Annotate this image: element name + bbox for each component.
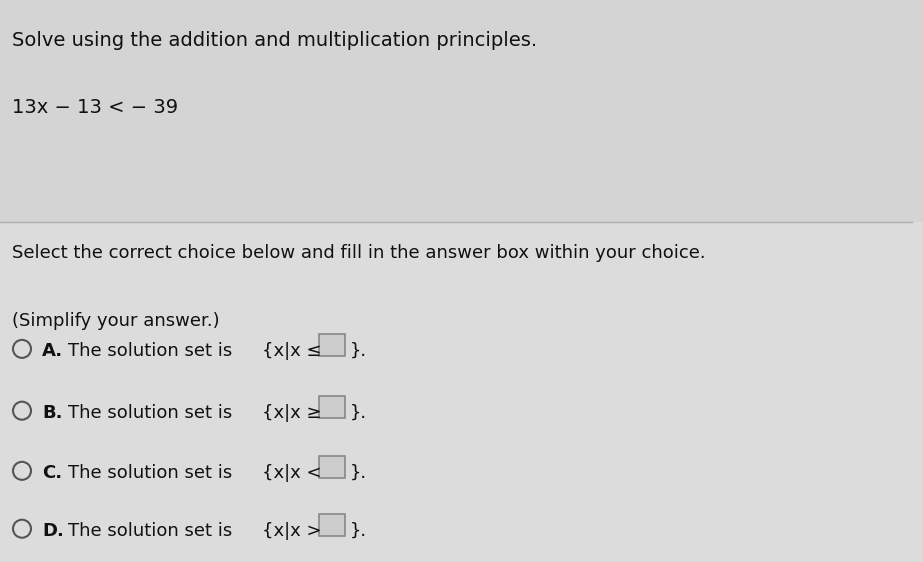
Bar [0,0,923,222]
Text: {x|x ≤: {x|x ≤ [262,342,321,360]
Text: Solve using the addition and multiplication principles.: Solve using the addition and multiplicat… [12,31,537,50]
Text: The solution set is: The solution set is [68,522,238,540]
Text: (Simplify your answer.): (Simplify your answer.) [12,312,220,330]
Bar [0,222,923,562]
Text: The solution set is: The solution set is [68,404,238,422]
FancyBboxPatch shape [319,334,345,356]
Text: }.: }. [350,342,367,360]
Text: A.: A. [42,342,63,360]
Text: The solution set is: The solution set is [68,342,238,360]
FancyBboxPatch shape [319,396,345,418]
Text: C.: C. [42,464,62,482]
Text: {x|x <: {x|x < [262,464,321,482]
FancyBboxPatch shape [319,456,345,478]
FancyBboxPatch shape [319,514,345,536]
Text: }.: }. [350,404,367,422]
Text: }.: }. [350,464,367,482]
Text: {x|x >: {x|x > [262,522,321,540]
Text: The solution set is: The solution set is [68,464,238,482]
Text: {x|x ≥: {x|x ≥ [262,404,321,422]
Text: Select the correct choice below and fill in the answer box within your choice.: Select the correct choice below and fill… [12,244,705,262]
Text: }.: }. [350,522,367,540]
Text: 13x − 13 < − 39: 13x − 13 < − 39 [12,98,178,117]
Text: B.: B. [42,404,63,422]
Text: D.: D. [42,522,64,540]
